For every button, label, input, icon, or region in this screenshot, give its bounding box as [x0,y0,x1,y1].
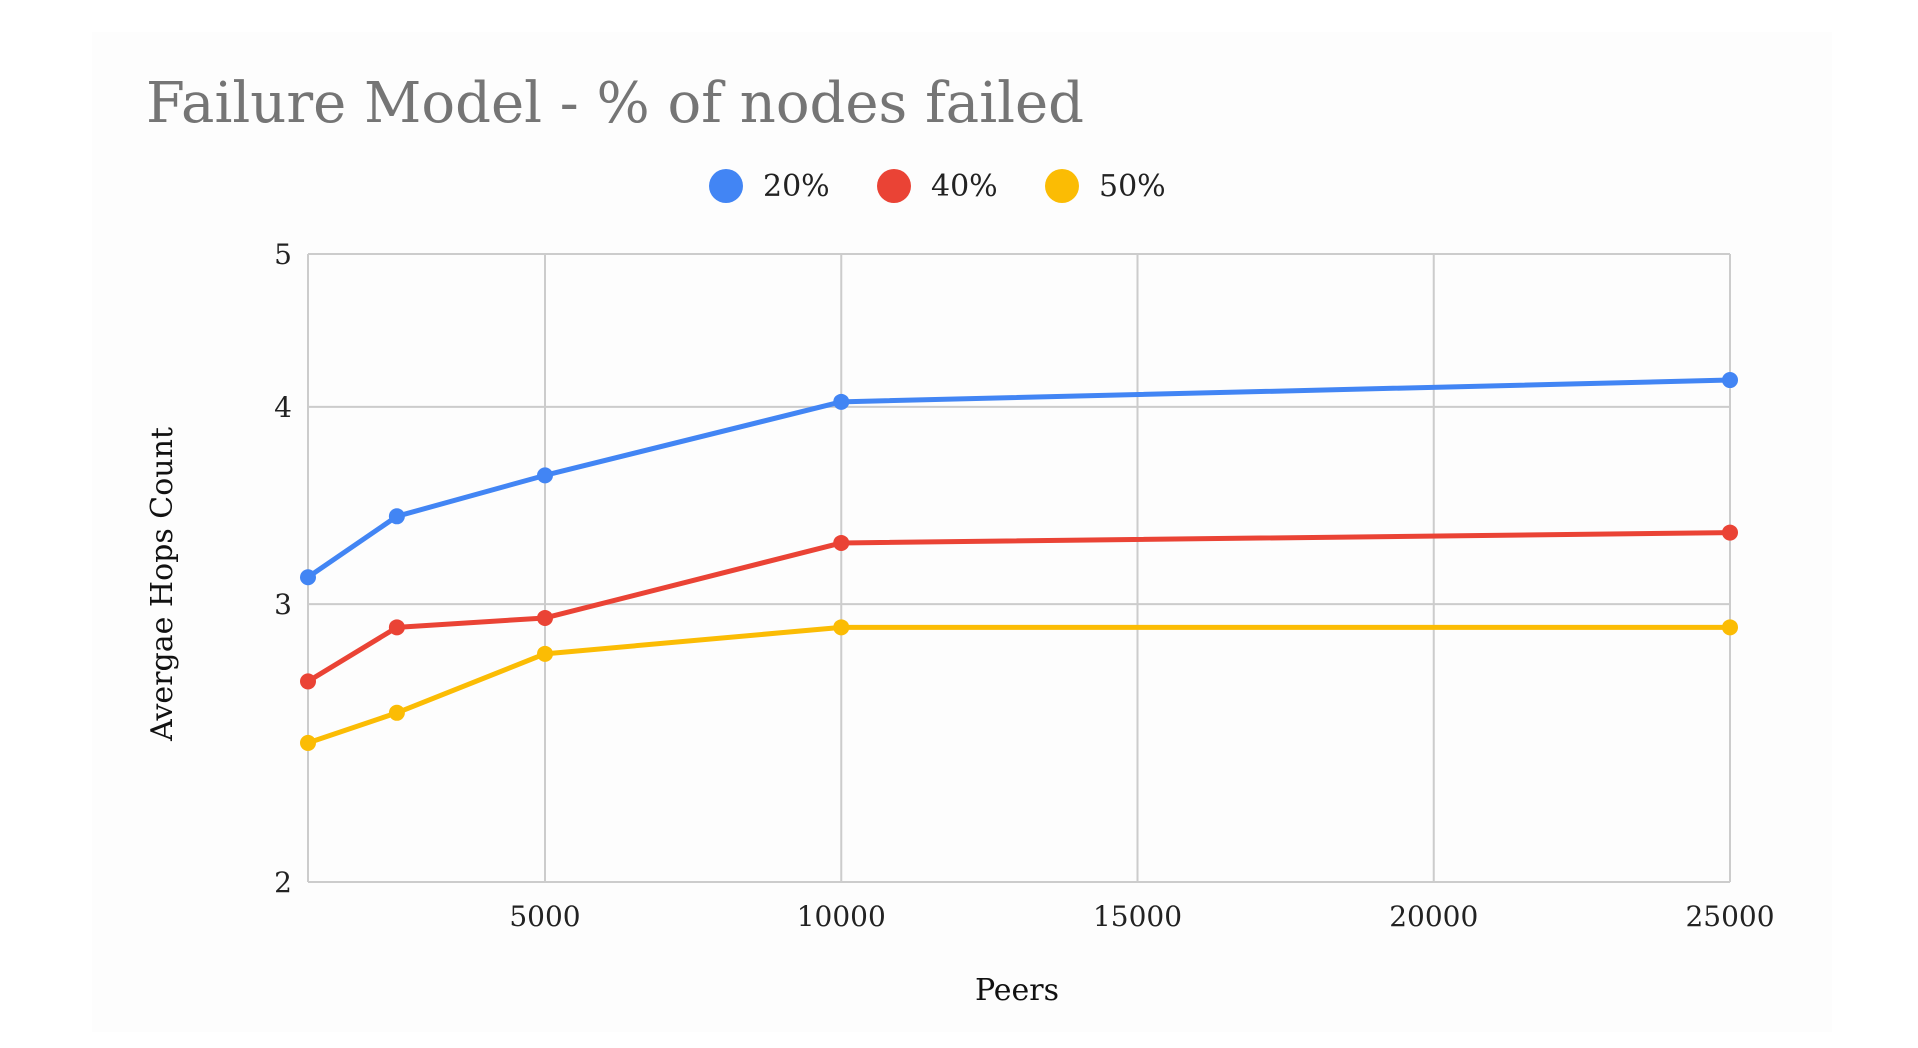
data-point [388,619,405,636]
legend-label: 20% [763,169,830,204]
data-point [833,393,850,410]
legend-marker [1045,169,1079,203]
data-point [300,673,316,690]
series-1 [300,524,1738,690]
data-point [1722,619,1738,636]
legend-marker [709,169,743,203]
data-point [388,704,405,721]
x-tick-label: 10000 [797,900,886,933]
data-point [537,645,553,662]
y-tick-label: 5 [274,238,292,271]
x-tick-label: 15000 [1093,900,1182,933]
data-point [300,734,316,751]
x-tick-label: 25000 [1685,900,1774,933]
legend-label: 50% [1099,169,1166,204]
y-axis-title: Avergae Hops Count [145,427,180,742]
series-group [300,372,1738,751]
data-point [833,534,850,551]
legend-label: 40% [931,169,998,204]
series-0 [300,372,1738,586]
y-tick-label: 2 [274,866,292,899]
legend-marker [877,169,911,203]
x-axis-ticks: 5000 10000 15000 20000 25000 [509,900,1774,933]
series-2 [300,619,1738,751]
x-tick-label: 5000 [509,900,580,933]
y-axis-ticks: 2 3 4 5 [274,238,292,899]
gridlines [307,253,1731,883]
x-axis-title: Peers [975,973,1059,1008]
data-point [1722,524,1738,541]
legend-item: 50% [1045,169,1166,204]
data-point [833,619,850,636]
x-tick-label: 20000 [1389,900,1478,933]
data-point [388,508,405,525]
data-point [537,609,553,626]
data-point [537,467,553,484]
data-point [1722,372,1738,389]
chart-panel [92,32,1832,1032]
y-tick-label: 4 [274,391,292,424]
legend-item: 20% [709,169,830,204]
y-tick-label: 3 [274,588,292,621]
chart-title: Failure Model - % of nodes failed [146,71,1084,136]
data-point [300,569,316,586]
legend-item: 40% [877,169,998,204]
legend: 20% 40% 50% [709,169,1166,204]
